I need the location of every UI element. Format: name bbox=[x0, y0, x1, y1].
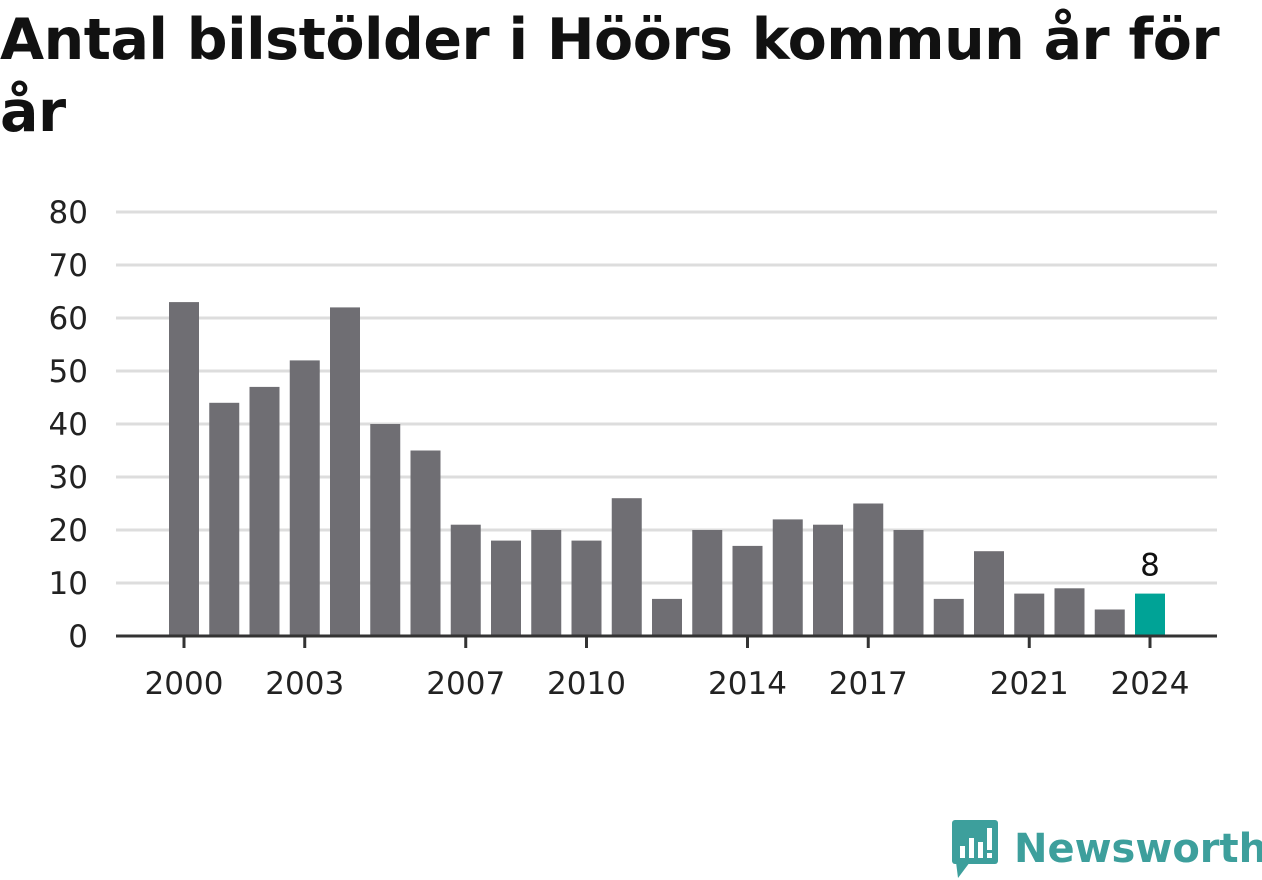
bar bbox=[893, 530, 924, 636]
y-tick-label: 0 bbox=[68, 619, 88, 655]
y-tick-label: 10 bbox=[49, 566, 88, 602]
bar bbox=[209, 402, 240, 636]
x-tick-label: 2003 bbox=[265, 666, 344, 702]
y-tick-label: 20 bbox=[49, 513, 88, 549]
y-tick-label: 80 bbox=[49, 195, 88, 231]
bar bbox=[249, 386, 280, 636]
bar bbox=[491, 540, 521, 636]
bar bbox=[1094, 609, 1125, 636]
bar bbox=[169, 302, 199, 636]
bar bbox=[974, 551, 1004, 636]
y-tick-label: 30 bbox=[49, 460, 88, 496]
x-tick-label: 2000 bbox=[145, 666, 224, 702]
x-tick-label: 2021 bbox=[990, 666, 1069, 702]
newsworthy-logo-icon bbox=[952, 820, 998, 878]
bar bbox=[370, 424, 401, 636]
bar-highlighted bbox=[1135, 593, 1165, 636]
bar bbox=[571, 540, 602, 636]
bar bbox=[933, 598, 964, 636]
gridlines bbox=[116, 210, 1217, 585]
y-tick-label: 50 bbox=[49, 354, 88, 390]
x-tick-label: 2007 bbox=[426, 666, 505, 702]
x-tick-label: 2017 bbox=[829, 666, 908, 702]
y-tick-label: 40 bbox=[49, 407, 88, 443]
bar bbox=[330, 307, 360, 636]
highlight-value-label: 8 bbox=[1140, 548, 1160, 584]
data-labels: 8 bbox=[1140, 548, 1160, 584]
bar bbox=[1054, 588, 1085, 636]
x-tick-label: 2024 bbox=[1111, 666, 1190, 702]
bar bbox=[853, 503, 884, 636]
bar bbox=[531, 530, 562, 636]
bar bbox=[611, 498, 642, 636]
x-tick-label: 2014 bbox=[708, 666, 787, 702]
chart-title: Antal bilstölder i Höörs kommun år för å… bbox=[0, 7, 1220, 145]
bar bbox=[692, 530, 723, 636]
x-axis: 2000 2003 2007 2010 2014 2017 2021 2024 bbox=[116, 634, 1217, 702]
bar bbox=[772, 519, 803, 636]
brand-name: Newsworthy bbox=[1014, 826, 1262, 872]
bar bbox=[652, 598, 682, 636]
bar bbox=[289, 360, 320, 636]
y-tick-label: 70 bbox=[49, 248, 88, 284]
bar bbox=[732, 545, 763, 636]
bar bbox=[450, 524, 481, 636]
bar bbox=[410, 450, 441, 636]
y-tick-label: 60 bbox=[49, 301, 88, 337]
bars bbox=[169, 302, 1165, 636]
bar bbox=[1014, 593, 1045, 636]
brand-logo: Newsworthy bbox=[950, 818, 1262, 880]
y-axis-ticks: 0 10 20 30 40 50 60 70 80 bbox=[49, 195, 88, 655]
x-tick-label: 2010 bbox=[547, 666, 626, 702]
bar bbox=[813, 524, 843, 636]
